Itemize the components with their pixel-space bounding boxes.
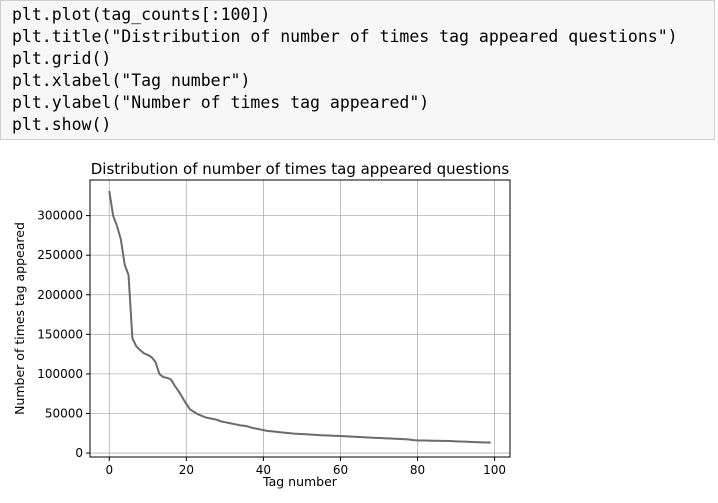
grid-lines [90, 180, 510, 457]
y-tick-label: 100000 [37, 367, 83, 381]
y-tick-label: 50000 [45, 406, 83, 420]
x-tick-label: 100 [483, 463, 506, 477]
y-tick-label: 150000 [37, 327, 83, 341]
code-line: plt.xlabel("Tag number") [12, 71, 251, 90]
y-tick-label: 300000 [37, 209, 83, 223]
code-line: plt.grid() [12, 49, 112, 68]
y-tick-label: 250000 [37, 248, 83, 262]
x-tick-label: 60 [333, 463, 348, 477]
chart-output: Distribution of number of times tag appe… [0, 150, 718, 498]
code-line: plt.plot(tag_counts[:100]) [12, 5, 271, 24]
x-tick-label: 0 [105, 463, 113, 477]
x-tick-label: 40 [256, 463, 271, 477]
x-tick-label: 80 [410, 463, 425, 477]
line-chart: Distribution of number of times tag appe… [12, 160, 511, 489]
series-layer [108, 190, 491, 444]
code-cell-input[interactable]: plt.plot(tag_counts[:100]) plt.title("Di… [0, 0, 715, 140]
y-tick-label: 0 [75, 446, 83, 460]
code-line: plt.show() [12, 115, 112, 134]
code-line: plt.title("Distribution of number of tim… [12, 27, 678, 46]
x-tick-label: 20 [179, 463, 194, 477]
x-axis-label: Tag number [262, 474, 338, 489]
plot-frame [89, 179, 511, 458]
y-axis-label: Number of times tag appeared [12, 222, 27, 415]
axis-ticks: 0 20 40 60 80 100 0 50000 100000 150000 200000 2500… [37, 209, 506, 477]
code-line: plt.ylabel("Number of times tag appeared… [12, 93, 430, 112]
y-tick-label: 200000 [37, 288, 83, 302]
series-line [108, 190, 491, 444]
chart-title: Distribution of number of times tag appe… [91, 160, 510, 178]
